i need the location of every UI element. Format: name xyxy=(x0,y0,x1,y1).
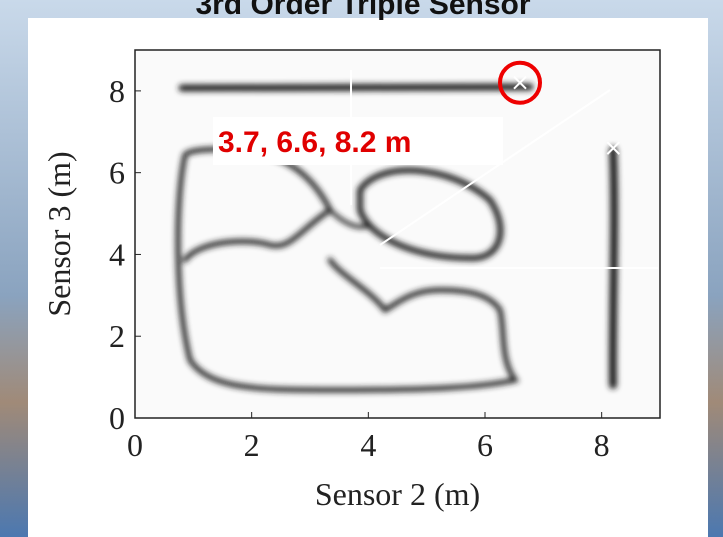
plot xyxy=(134,49,661,419)
marker xyxy=(606,141,621,155)
x-tick-label: 2 xyxy=(244,427,260,463)
annotation-background xyxy=(213,117,503,165)
y-tick-label: 8 xyxy=(109,73,125,109)
y-axis-label: Sensor 3 (m) xyxy=(41,151,77,316)
x-axis-label: Sensor 2 (m) xyxy=(315,476,480,512)
y-tick-label: 2 xyxy=(109,318,125,354)
marker xyxy=(513,76,527,90)
x-tick-label: 8 xyxy=(594,427,610,463)
y-tick-label: 4 xyxy=(109,236,125,272)
x-tick-label: 6 xyxy=(477,427,493,463)
highlight-circle xyxy=(498,60,542,105)
x-tick-label: 4 xyxy=(360,427,376,463)
slide-title: 3rd Order Triple Sensor xyxy=(195,0,530,21)
marker-stroke xyxy=(513,76,527,90)
marker-stroke xyxy=(606,141,621,155)
y-tick-label: 0 xyxy=(109,400,125,436)
x-tick-label: 0 xyxy=(127,427,143,463)
y-tick-label: 6 xyxy=(109,155,125,191)
annotation: 3.7, 6.6, 8.2 m xyxy=(218,126,411,159)
